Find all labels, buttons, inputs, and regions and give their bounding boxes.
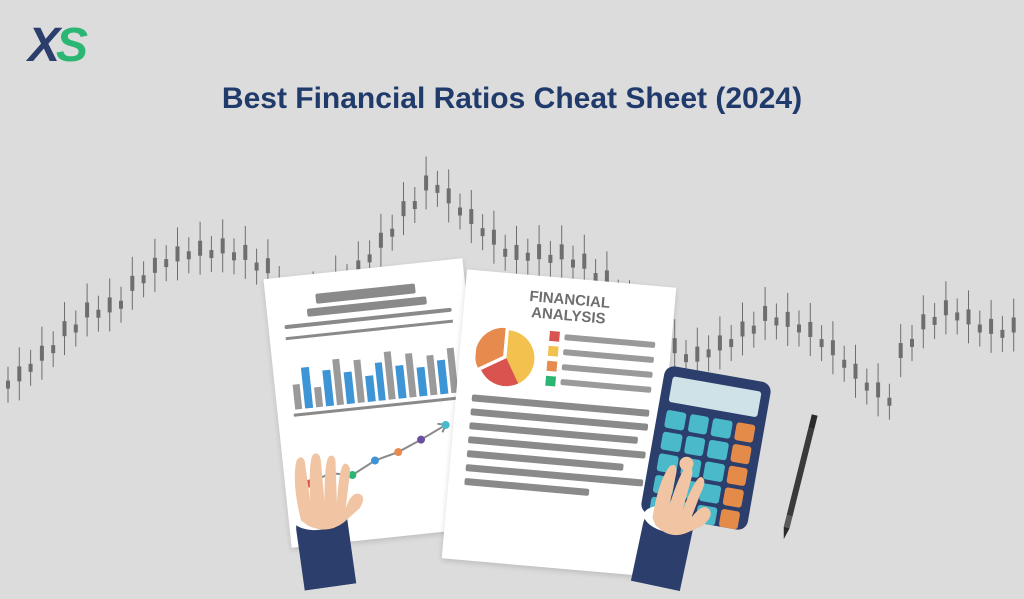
desk-illustration: FINANCIAL ANALYSIS bbox=[202, 198, 822, 578]
calculator-screen bbox=[668, 376, 761, 417]
logo-letter-s: S bbox=[56, 19, 84, 72]
page-title: Best Financial Ratios Cheat Sheet (2024) bbox=[0, 82, 1024, 116]
paper-heading: FINANCIAL ANALYSIS bbox=[479, 285, 659, 332]
pie-chart-icon bbox=[473, 324, 540, 391]
brand-logo: XS bbox=[28, 18, 84, 73]
bar-chart-icon bbox=[286, 320, 461, 417]
hand-left-icon bbox=[240, 400, 394, 596]
logo-letter-x: X bbox=[28, 19, 56, 72]
pen-icon bbox=[778, 414, 819, 543]
pie-legend bbox=[545, 330, 656, 399]
